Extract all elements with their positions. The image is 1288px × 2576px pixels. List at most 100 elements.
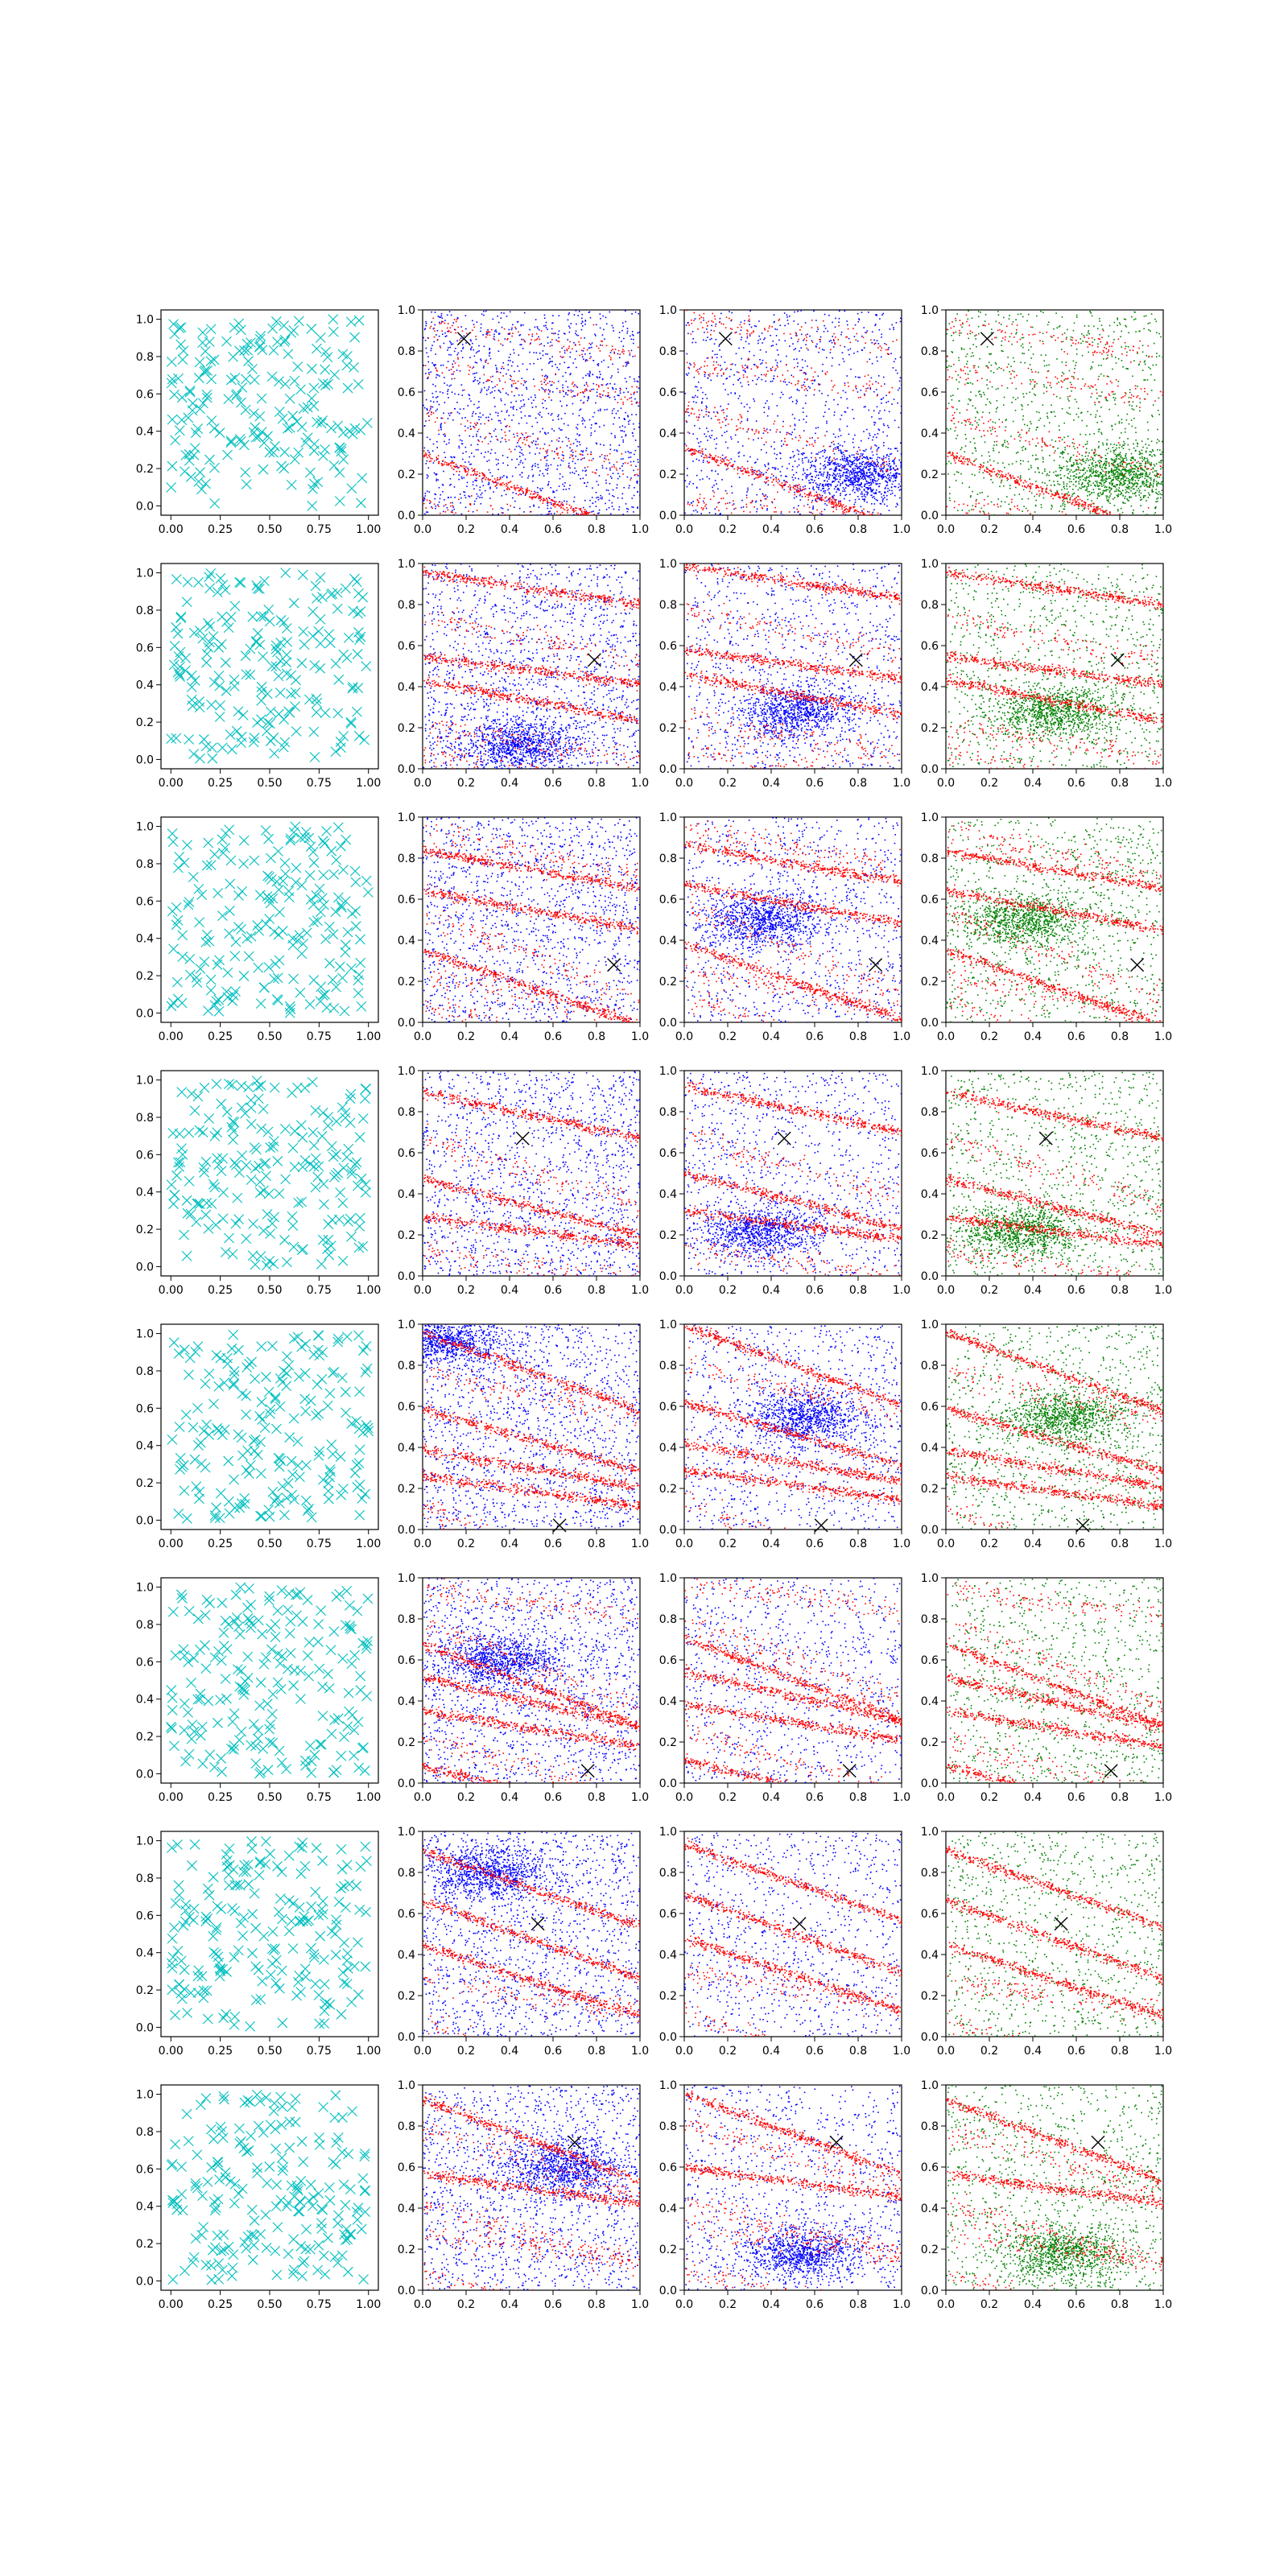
point xyxy=(878,375,880,377)
point xyxy=(568,348,570,349)
point xyxy=(627,463,629,464)
point xyxy=(724,431,725,433)
point xyxy=(626,364,628,365)
point xyxy=(766,481,768,483)
point xyxy=(846,320,848,322)
point xyxy=(512,324,514,326)
point xyxy=(876,466,877,468)
point xyxy=(876,445,877,447)
point xyxy=(504,338,506,340)
point xyxy=(429,439,431,440)
point xyxy=(593,389,595,390)
point xyxy=(825,401,827,402)
point xyxy=(609,468,611,469)
point xyxy=(596,443,597,444)
point xyxy=(766,442,767,444)
point xyxy=(870,479,872,481)
point xyxy=(593,360,595,361)
point xyxy=(691,448,692,450)
point xyxy=(832,322,833,324)
point xyxy=(614,436,616,437)
point xyxy=(583,419,584,420)
point xyxy=(477,444,479,445)
point xyxy=(532,497,534,498)
point xyxy=(729,462,731,464)
point xyxy=(532,336,534,337)
point xyxy=(501,398,502,400)
point xyxy=(784,485,786,486)
point xyxy=(816,510,818,511)
point xyxy=(740,382,741,384)
point xyxy=(789,345,791,347)
point xyxy=(533,475,535,477)
point xyxy=(842,468,844,469)
point xyxy=(509,415,510,416)
point xyxy=(614,383,616,385)
point xyxy=(883,495,885,497)
point xyxy=(470,348,472,349)
point xyxy=(622,458,624,460)
point xyxy=(512,332,514,334)
point xyxy=(519,474,521,476)
point xyxy=(430,458,431,460)
point xyxy=(460,423,462,425)
point xyxy=(887,425,889,427)
point xyxy=(802,359,803,361)
point xyxy=(492,514,493,515)
point xyxy=(470,423,472,424)
point xyxy=(500,317,502,319)
point xyxy=(487,363,489,365)
point xyxy=(846,450,848,452)
point xyxy=(519,344,521,345)
point xyxy=(471,468,473,469)
point xyxy=(487,511,489,513)
point xyxy=(893,327,894,328)
point xyxy=(584,396,585,398)
point xyxy=(535,340,536,341)
point xyxy=(547,342,549,344)
point xyxy=(839,428,840,430)
point xyxy=(429,328,431,329)
point xyxy=(896,448,898,449)
point xyxy=(430,408,431,410)
point xyxy=(770,368,772,369)
point xyxy=(854,460,856,461)
point xyxy=(846,485,848,486)
point xyxy=(440,494,441,496)
point xyxy=(450,354,452,356)
point xyxy=(595,423,597,424)
point xyxy=(613,473,614,474)
point xyxy=(535,441,537,443)
point xyxy=(562,454,564,456)
point xyxy=(844,498,845,500)
point xyxy=(819,457,821,459)
point xyxy=(579,508,580,510)
point xyxy=(792,451,794,452)
point xyxy=(720,513,721,514)
point xyxy=(442,464,444,465)
point xyxy=(587,454,588,456)
point xyxy=(575,395,576,397)
point xyxy=(799,451,800,452)
point xyxy=(631,386,633,388)
point xyxy=(855,499,857,501)
point xyxy=(431,348,432,349)
point xyxy=(766,477,768,479)
point xyxy=(841,332,843,333)
point xyxy=(758,336,760,337)
point xyxy=(622,514,624,515)
point xyxy=(585,450,587,452)
point xyxy=(840,503,842,505)
point xyxy=(702,451,704,452)
point xyxy=(838,465,840,467)
point xyxy=(708,478,710,480)
point xyxy=(433,412,435,414)
point xyxy=(582,356,584,357)
point xyxy=(468,495,469,497)
point xyxy=(761,449,762,451)
point xyxy=(596,324,597,326)
point xyxy=(735,435,737,436)
point xyxy=(561,502,563,503)
point xyxy=(628,487,630,489)
point xyxy=(452,366,454,368)
